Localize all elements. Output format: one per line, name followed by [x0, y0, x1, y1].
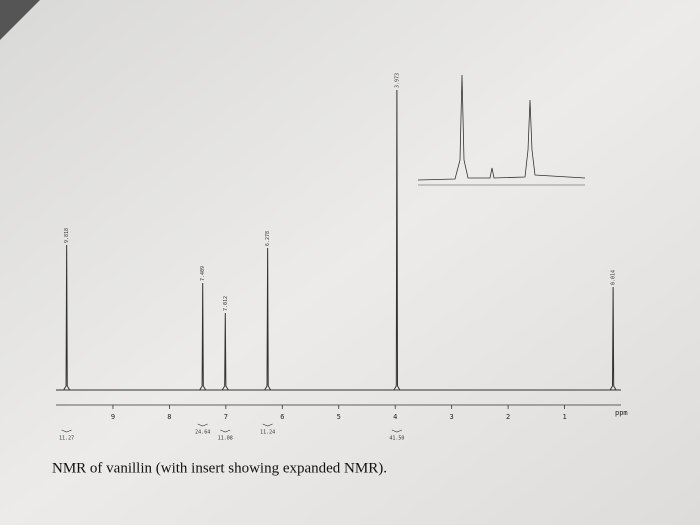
peak: [393, 89, 401, 391]
inset-trace: [417, 74, 586, 181]
peak-label: 7.012: [223, 296, 229, 311]
peak: [63, 244, 71, 391]
x-tick-label: 2: [506, 413, 510, 421]
integration-mark: [197, 423, 208, 427]
peak-label: 3.973: [394, 73, 400, 88]
x-tick-label: 9: [111, 413, 115, 421]
x-tick-label: 3: [450, 413, 454, 421]
peak: [199, 282, 207, 391]
integration-label: 24.64: [195, 430, 210, 436]
peak-label: 6.278: [265, 231, 271, 246]
x-tick-label: 8: [167, 413, 171, 421]
corner-shadow: [0, 0, 40, 40]
x-tick-label: 1: [562, 413, 566, 421]
integration-mark: [220, 429, 231, 433]
integration-mark: [391, 429, 403, 433]
peak: [264, 247, 272, 391]
x-tick-label: 7: [224, 413, 228, 421]
integration-label: 11.08: [218, 436, 233, 442]
integration-mark: [61, 429, 72, 433]
integration-mark: [262, 423, 273, 427]
x-tick-label: 5: [337, 413, 341, 421]
peak-label: 9.818: [64, 228, 70, 243]
peak-label: 7.409: [200, 266, 206, 281]
x-tick-label: 6: [280, 413, 284, 421]
peak: [221, 312, 229, 391]
peak: [609, 286, 617, 391]
peak-label: 0.014: [611, 270, 617, 285]
integration-label: 11.24: [260, 430, 275, 436]
x-tick-label: 4: [393, 413, 397, 421]
caption: NMR of vanillin (with insert showing exp…: [52, 460, 387, 476]
integration-label: 41.50: [389, 436, 404, 442]
integration-label: 11.27: [59, 436, 74, 442]
x-axis-label: ppm: [615, 409, 628, 417]
inset: [417, 74, 586, 186]
